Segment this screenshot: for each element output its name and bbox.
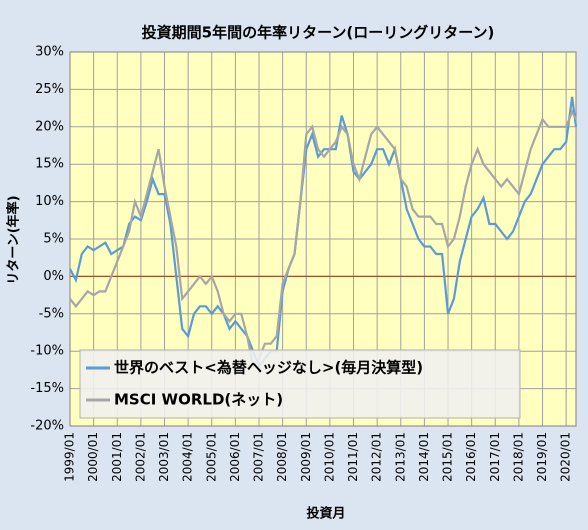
y-tick-label: 15% <box>35 157 64 172</box>
plot-border <box>69 51 577 427</box>
x-tick-label: 2020/01 <box>559 432 573 482</box>
y-tick-label: 0% <box>43 269 64 284</box>
y-tick-label: -15% <box>30 381 64 396</box>
x-tick-label: 2018/01 <box>511 432 525 482</box>
legend-label: MSCI WORLD(ネット) <box>114 391 283 409</box>
x-tick-label: 2002/01 <box>133 432 147 482</box>
x-tick-label: 2007/01 <box>252 432 266 482</box>
y-tick-label: 10% <box>35 194 64 209</box>
chart-title: 投資期間5年間の年率リターン(ローリングリターン) <box>142 24 495 42</box>
x-tick-label: 2006/01 <box>228 432 242 482</box>
x-tick-label: 2009/01 <box>299 432 313 482</box>
series-line <box>69 109 577 369</box>
x-tick-label: 2000/01 <box>86 432 100 482</box>
y-tick-label: 5% <box>43 232 64 247</box>
x-tick-label: 2011/01 <box>346 432 360 482</box>
y-tick-label: -5% <box>39 306 64 321</box>
x-tick-label: 2012/01 <box>370 432 384 482</box>
x-tick-label: 2008/01 <box>275 432 289 482</box>
y-axis-label: リターン(年率) <box>6 195 22 284</box>
x-tick-label: 2015/01 <box>441 432 455 482</box>
x-tick-label: 2013/01 <box>393 432 407 482</box>
x-tick-label: 2016/01 <box>464 432 478 482</box>
y-tick-label: 25% <box>35 82 64 97</box>
y-tick-label: -10% <box>30 344 64 359</box>
x-tick-label: 1999/01 <box>63 432 77 482</box>
legend-label: 世界のベスト<為替ヘッジなし>(毎月決算型) <box>114 359 423 377</box>
x-tick-label: 2019/01 <box>535 432 549 482</box>
y-tick-label: 20% <box>35 119 64 134</box>
x-tick-label: 2017/01 <box>488 432 502 482</box>
x-axis-label: 投資月 <box>306 506 345 522</box>
x-tick-label: 2001/01 <box>110 432 124 482</box>
y-tick-label: 30% <box>35 45 64 60</box>
x-tick-label: 2010/01 <box>322 432 336 482</box>
x-tick-label: 2005/01 <box>204 432 218 482</box>
x-tick-label: 2004/01 <box>181 432 195 482</box>
legend-box <box>79 349 521 419</box>
x-tick-label: 2014/01 <box>417 432 431 482</box>
x-tick-label: 2003/01 <box>157 432 171 482</box>
series-line <box>69 96 578 369</box>
y-tick-label: -20% <box>30 419 64 434</box>
